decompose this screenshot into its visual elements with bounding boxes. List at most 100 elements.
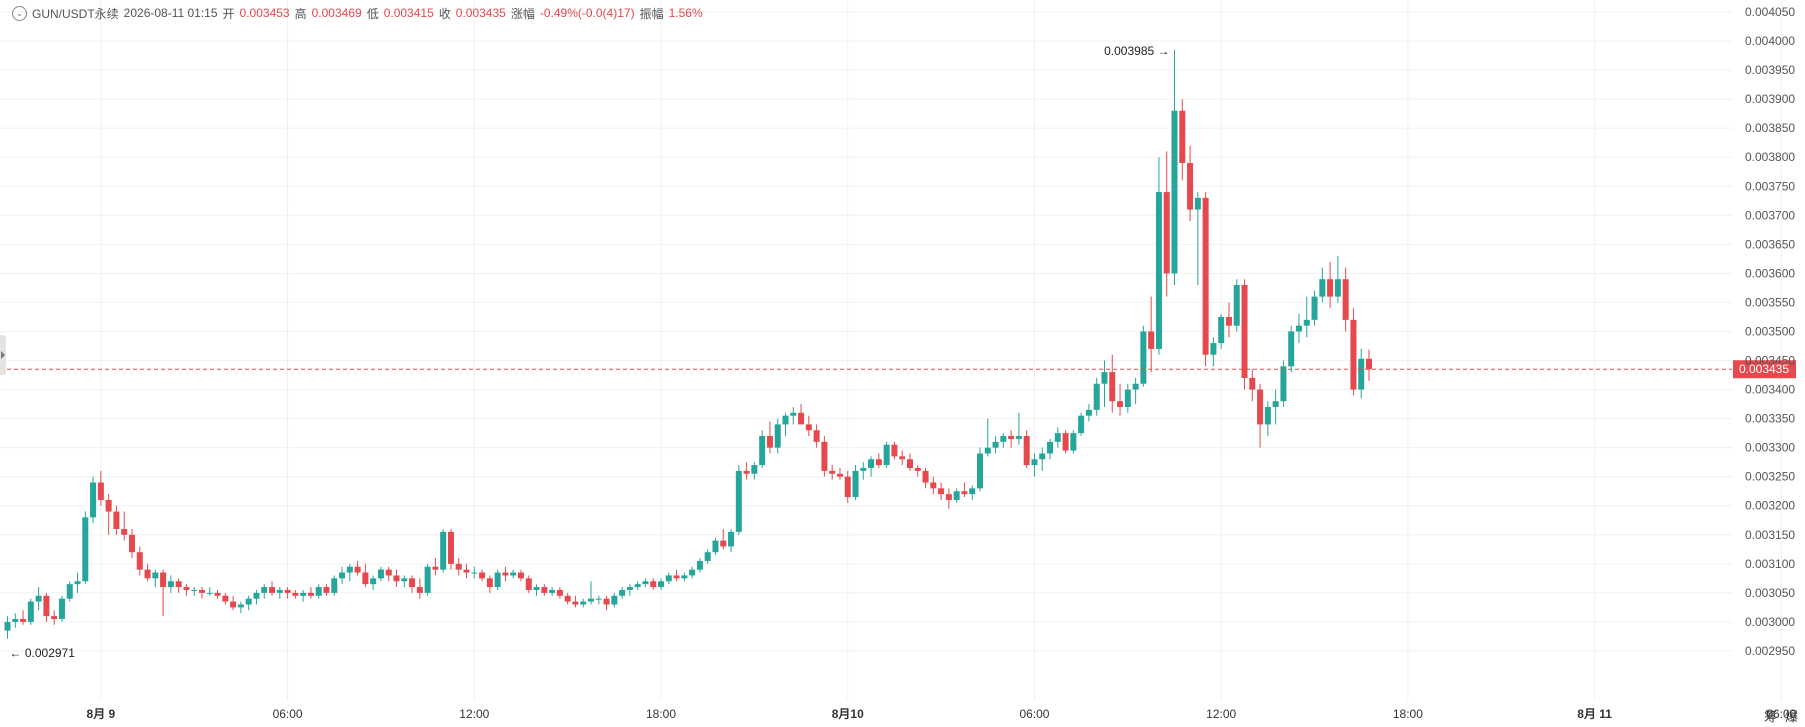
candle[interactable] bbox=[1210, 337, 1217, 367]
candle[interactable] bbox=[510, 569, 517, 579]
candle[interactable] bbox=[1093, 377, 1100, 416]
candle[interactable] bbox=[1225, 302, 1232, 338]
candle[interactable] bbox=[160, 569, 167, 617]
candle[interactable] bbox=[868, 456, 875, 477]
candle[interactable] bbox=[90, 476, 97, 524]
candle[interactable] bbox=[58, 595, 65, 622]
candle[interactable] bbox=[1311, 290, 1318, 326]
candle[interactable] bbox=[1132, 377, 1139, 405]
candle[interactable] bbox=[945, 488, 952, 509]
candle[interactable] bbox=[128, 528, 135, 559]
candle[interactable] bbox=[588, 581, 594, 605]
candle[interactable] bbox=[432, 558, 439, 576]
candle[interactable] bbox=[759, 430, 766, 468]
candle[interactable] bbox=[642, 578, 649, 588]
candle[interactable] bbox=[1085, 404, 1092, 422]
candle[interactable] bbox=[821, 436, 828, 477]
candle[interactable] bbox=[362, 563, 369, 588]
candle[interactable] bbox=[82, 511, 89, 585]
candle[interactable] bbox=[486, 575, 493, 593]
candle[interactable] bbox=[969, 485, 976, 500]
candle[interactable] bbox=[479, 569, 486, 582]
candle[interactable] bbox=[199, 587, 205, 599]
candle[interactable] bbox=[152, 569, 159, 588]
candle[interactable] bbox=[984, 418, 991, 457]
candle[interactable] bbox=[564, 592, 571, 605]
candle[interactable] bbox=[385, 566, 392, 582]
candle[interactable] bbox=[401, 575, 408, 588]
candle[interactable] bbox=[1031, 453, 1038, 477]
candle[interactable] bbox=[743, 462, 750, 480]
candle[interactable] bbox=[1342, 267, 1349, 332]
candle[interactable] bbox=[658, 578, 665, 590]
candle[interactable] bbox=[712, 537, 719, 556]
candle[interactable] bbox=[1078, 412, 1085, 437]
candle[interactable] bbox=[720, 528, 727, 550]
candle[interactable] bbox=[541, 584, 548, 596]
candle[interactable] bbox=[1155, 157, 1162, 355]
chip-button[interactable]: 筹 bbox=[1764, 709, 1778, 724]
candle[interactable] bbox=[51, 610, 58, 625]
candle[interactable] bbox=[673, 569, 680, 582]
candle[interactable] bbox=[1280, 360, 1287, 407]
candle[interactable] bbox=[1366, 349, 1372, 381]
candle[interactable] bbox=[1008, 430, 1015, 448]
candle[interactable] bbox=[790, 406, 797, 425]
candle[interactable] bbox=[471, 566, 478, 579]
candle[interactable] bbox=[704, 549, 711, 564]
candle[interactable] bbox=[922, 467, 929, 489]
candle[interactable] bbox=[20, 610, 27, 625]
candle[interactable] bbox=[626, 584, 633, 596]
candle[interactable] bbox=[167, 575, 174, 593]
candle[interactable] bbox=[611, 592, 618, 608]
candle[interactable] bbox=[572, 595, 579, 608]
candle[interactable] bbox=[440, 528, 447, 573]
candle[interactable] bbox=[1187, 145, 1194, 222]
candle[interactable] bbox=[1070, 430, 1077, 454]
candle[interactable] bbox=[681, 572, 688, 582]
candle[interactable] bbox=[961, 482, 968, 498]
candle[interactable] bbox=[1148, 296, 1155, 373]
candle[interactable] bbox=[43, 592, 50, 622]
candle[interactable] bbox=[1124, 383, 1131, 413]
candle[interactable] bbox=[261, 584, 268, 599]
candle[interactable] bbox=[1023, 430, 1030, 468]
candle[interactable] bbox=[1194, 192, 1201, 286]
candle[interactable] bbox=[977, 447, 983, 492]
candle[interactable] bbox=[346, 563, 353, 582]
candle[interactable] bbox=[1179, 99, 1186, 181]
candle[interactable] bbox=[113, 505, 120, 535]
candle[interactable] bbox=[1047, 438, 1054, 460]
candle[interactable] bbox=[1241, 279, 1248, 390]
candle[interactable] bbox=[269, 581, 276, 596]
candle[interactable] bbox=[284, 587, 291, 599]
candle[interactable] bbox=[860, 462, 867, 480]
candle[interactable] bbox=[175, 578, 182, 593]
candle[interactable] bbox=[1117, 383, 1124, 416]
candle[interactable] bbox=[689, 566, 696, 579]
candle[interactable] bbox=[1039, 447, 1046, 471]
candle[interactable] bbox=[580, 598, 587, 608]
candle[interactable] bbox=[798, 404, 805, 425]
candle[interactable] bbox=[222, 592, 229, 605]
candle[interactable] bbox=[774, 418, 781, 454]
candle[interactable] bbox=[276, 587, 283, 599]
candle[interactable] bbox=[74, 572, 81, 593]
candle[interactable] bbox=[1054, 427, 1061, 448]
candle[interactable] bbox=[875, 453, 882, 468]
candle[interactable] bbox=[1109, 354, 1116, 413]
candle[interactable] bbox=[27, 598, 34, 625]
side-panel-toggle[interactable] bbox=[0, 335, 6, 375]
candle[interactable] bbox=[619, 587, 626, 599]
candle[interactable] bbox=[549, 587, 556, 596]
candle[interactable] bbox=[463, 563, 470, 579]
candle[interactable] bbox=[634, 581, 641, 590]
candle[interactable] bbox=[844, 470, 851, 503]
candle[interactable] bbox=[525, 575, 532, 593]
candle[interactable] bbox=[206, 587, 213, 596]
candle[interactable] bbox=[1327, 261, 1334, 309]
candle[interactable] bbox=[1350, 308, 1357, 396]
candle[interactable] bbox=[1163, 151, 1170, 297]
chevron-down-icon[interactable]: ⌄ bbox=[12, 5, 27, 21]
